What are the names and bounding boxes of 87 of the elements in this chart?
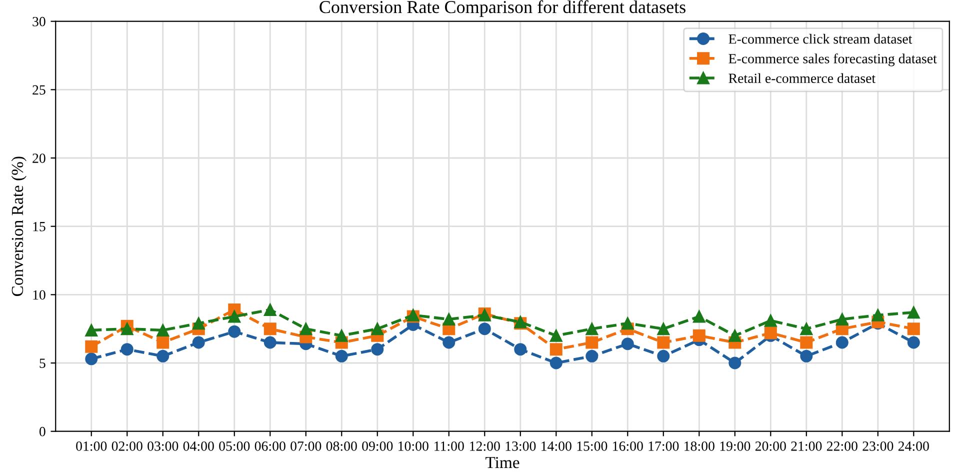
point — [264, 303, 276, 316]
point — [657, 350, 670, 362]
point — [907, 306, 920, 319]
point — [764, 326, 777, 340]
y-tick-label: 25 — [32, 85, 46, 95]
x-tick-label: 04:00 — [183, 441, 214, 451]
y-axis-title: Conversion Rate (%) — [11, 156, 26, 296]
point — [550, 343, 562, 356]
point — [550, 329, 562, 342]
point — [657, 336, 670, 349]
x-tick-label: 17:00 — [648, 441, 679, 451]
point — [800, 336, 813, 349]
point — [800, 322, 813, 336]
point — [478, 322, 491, 336]
point — [550, 356, 562, 370]
point — [764, 314, 777, 327]
x-tick-label: 18:00 — [684, 441, 714, 451]
x-tick-label: 21:00 — [791, 441, 822, 451]
legend-label: Retail e-commerce dataset — [728, 73, 876, 84]
x-tick-label: 19:00 — [720, 441, 750, 451]
x-tick-label: 23:00 — [862, 441, 894, 451]
point — [156, 324, 170, 336]
point — [335, 350, 348, 362]
chart-title: Conversion Rate Comparison for different datasets — [320, 0, 686, 17]
x-tick-label: 03:00 — [148, 441, 178, 451]
legend-label: E-commerce sales forecasting dataset — [728, 53, 937, 66]
x-tick-label: 09:00 — [362, 441, 393, 451]
point — [800, 350, 813, 362]
x-tick-label: 07:00 — [290, 441, 322, 451]
y-tick-label: 20 — [32, 154, 46, 163]
point — [85, 340, 98, 353]
x-tick-label: 01:00 — [76, 441, 107, 451]
point — [514, 343, 527, 356]
point — [621, 317, 634, 330]
point — [335, 329, 348, 342]
point — [371, 322, 384, 336]
x-tick-label: 20:00 — [755, 441, 786, 451]
y-tick-label: 5 — [40, 358, 46, 368]
point — [85, 324, 98, 336]
point — [728, 329, 742, 342]
point — [907, 322, 920, 336]
x-tick-label: 02:00 — [112, 441, 142, 451]
point — [728, 356, 742, 370]
point — [692, 329, 706, 342]
x-axis-title: Time — [486, 456, 520, 468]
point — [836, 336, 848, 349]
point — [836, 313, 848, 326]
x-tick-label: 15:00 — [577, 441, 608, 451]
y-tick-label: 0 — [39, 426, 46, 436]
x-tick-label: 10:00 — [398, 441, 428, 451]
point — [586, 336, 598, 349]
legend-label: E-commerce click stream dataset — [728, 34, 912, 44]
point — [657, 322, 670, 336]
y-tick-label: 30 — [32, 16, 46, 26]
point — [371, 343, 384, 356]
point — [442, 336, 456, 349]
x-tick-label: 16:00 — [613, 441, 643, 451]
point — [264, 322, 276, 336]
x-tick-label: 05:00 — [219, 441, 250, 451]
point — [156, 336, 170, 349]
point — [228, 325, 241, 338]
point — [907, 336, 920, 349]
x-tick-label: 06:00 — [254, 441, 286, 451]
point — [120, 322, 134, 336]
y-tick-label: 10 — [33, 290, 46, 300]
point — [85, 352, 98, 366]
point — [264, 336, 276, 349]
x-tick-label: 22:00 — [826, 441, 858, 451]
point — [692, 310, 706, 323]
point — [192, 317, 205, 330]
x-tick-label: 24:00 — [898, 441, 929, 451]
x-tick-label: 14:00 — [542, 441, 572, 451]
point — [192, 336, 205, 349]
x-tick-label: 11:00 — [434, 441, 464, 451]
point — [442, 313, 456, 326]
x-tick-label: 08:00 — [326, 441, 357, 451]
point — [586, 350, 598, 362]
x-tick-label: 13:00 — [506, 441, 536, 451]
point — [156, 350, 170, 362]
point — [586, 322, 598, 336]
point — [228, 310, 241, 323]
point — [120, 343, 134, 356]
point — [872, 308, 884, 322]
point — [300, 322, 312, 336]
x-tick-label: 12:00 — [470, 441, 500, 451]
y-tick-label: 15 — [33, 222, 46, 232]
point — [621, 338, 634, 350]
